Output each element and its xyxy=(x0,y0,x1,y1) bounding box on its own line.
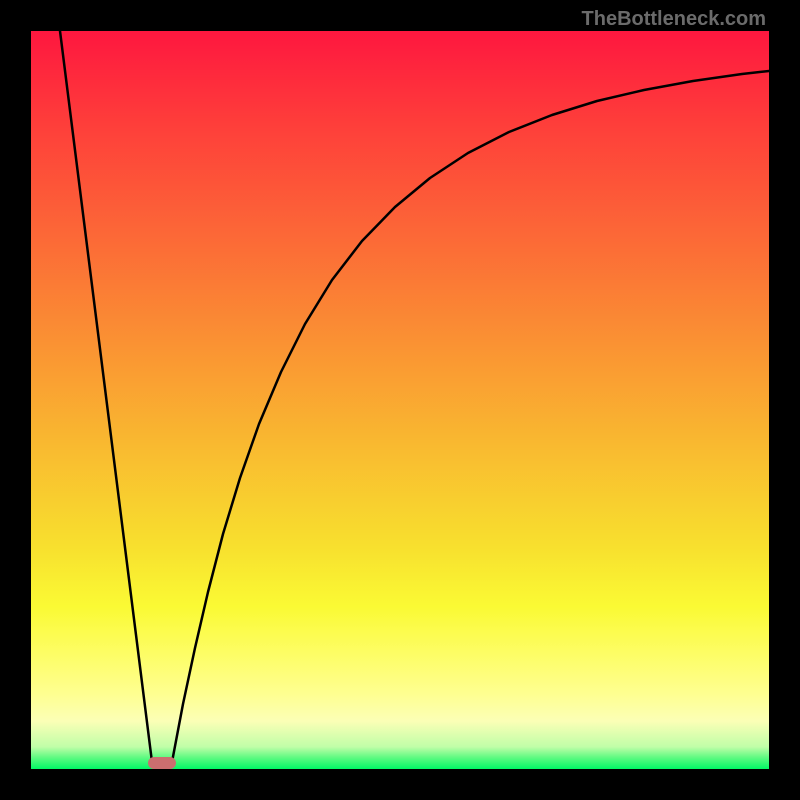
curves-layer xyxy=(31,31,769,769)
plot-area xyxy=(31,31,769,769)
chart-container: TheBottleneck.com xyxy=(0,0,800,800)
watermark-text: TheBottleneck.com xyxy=(582,8,766,31)
minimum-marker xyxy=(148,757,176,769)
